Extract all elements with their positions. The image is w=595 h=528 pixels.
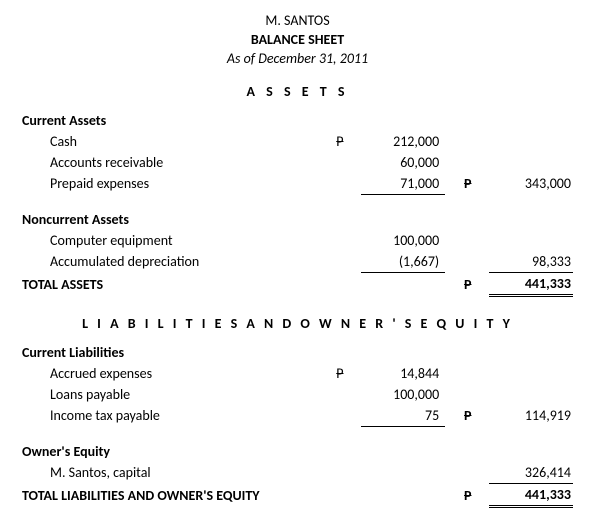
line-item: Accumulated depreciation (1,667) 98,333 <box>22 251 573 273</box>
subtotal-amount: 98,333 <box>489 251 573 273</box>
owners-equity-heading-row: Owner's Equity <box>22 441 573 462</box>
line-item: Cash P 212,000 <box>22 131 573 152</box>
total-liab-equity-label: TOTAL LIABILITIES AND OWNER'S EQUITY <box>22 483 336 506</box>
peso-icon: P <box>336 133 343 150</box>
item-label: Accumulated depreciation <box>22 251 336 273</box>
assets-table: Current Assets Cash P 212,000 Accounts r… <box>22 110 573 297</box>
noncurrent-assets-heading: Noncurrent Assets <box>22 209 336 230</box>
item-label: Accounts receivable <box>22 152 336 173</box>
total-assets-row: TOTAL ASSETS P 441,333 <box>22 272 573 295</box>
item-amount: (1,667) <box>361 251 445 273</box>
item-amount: 14,844 <box>361 363 445 384</box>
liabilities-equity-heading: L I A B I L I T I E S A N D O W N E R ' … <box>22 315 573 332</box>
item-label: Cash <box>22 131 336 152</box>
peso-icon: P <box>464 407 471 424</box>
statement-header: M. SANTOS BALANCE SHEET As of December 3… <box>22 12 573 69</box>
item-amount: 212,000 <box>361 131 445 152</box>
line-item: Prepaid expenses 71,000 P 343,000 <box>22 173 573 195</box>
peso-icon: P <box>336 365 343 382</box>
line-item: M. Santos, capital 326,414 <box>22 462 573 484</box>
current-liabilities-heading-row: Current Liabilities <box>22 342 573 363</box>
total-assets-amount: 441,333 <box>489 272 573 295</box>
balance-sheet-page: M. SANTOS BALANCE SHEET As of December 3… <box>0 0 595 528</box>
line-item: Computer equipment 100,000 <box>22 230 573 251</box>
item-label: Accrued expenses <box>22 363 336 384</box>
noncurrent-assets-heading-row: Noncurrent Assets <box>22 209 573 230</box>
subtotal-amount: 343,000 <box>489 173 573 195</box>
peso-icon: P <box>464 487 471 504</box>
item-amount: 326,414 <box>489 462 573 484</box>
peso-icon: P <box>464 175 471 192</box>
assets-section-heading: A S S E T S <box>22 83 573 100</box>
item-label: Loans payable <box>22 384 336 405</box>
liabilities-equity-table: Current Liabilities Accrued expenses P 1… <box>22 342 573 508</box>
item-amount: 60,000 <box>361 152 445 173</box>
subtotal-amount: 114,919 <box>489 405 573 427</box>
company-name: M. SANTOS <box>22 12 573 31</box>
item-label: Income tax payable <box>22 405 336 427</box>
line-item: Accrued expenses P 14,844 <box>22 363 573 384</box>
line-item: Loans payable 100,000 <box>22 384 573 405</box>
line-item: Income tax payable 75 P 114,919 <box>22 405 573 427</box>
total-assets-label: TOTAL ASSETS <box>22 272 336 295</box>
statement-title: BALANCE SHEET <box>22 31 573 50</box>
item-label: Prepaid expenses <box>22 173 336 195</box>
item-amount: 100,000 <box>361 230 445 251</box>
owners-equity-heading: Owner's Equity <box>22 441 336 462</box>
item-label: Computer equipment <box>22 230 336 251</box>
total-liab-equity-amount: 441,333 <box>489 483 573 506</box>
item-amount: 100,000 <box>361 384 445 405</box>
item-amount: 71,000 <box>361 173 445 195</box>
item-label: M. Santos, capital <box>22 462 336 484</box>
line-item: Accounts receivable 60,000 <box>22 152 573 173</box>
current-assets-heading-row: Current Assets <box>22 110 573 131</box>
current-liabilities-heading: Current Liabilities <box>22 342 336 363</box>
total-liab-equity-row: TOTAL LIABILITIES AND OWNER'S EQUITY P 4… <box>22 483 573 506</box>
item-amount: 75 <box>361 405 445 427</box>
statement-date: As of December 31, 2011 <box>22 50 573 69</box>
current-assets-heading: Current Assets <box>22 110 336 131</box>
peso-icon: P <box>464 276 471 293</box>
